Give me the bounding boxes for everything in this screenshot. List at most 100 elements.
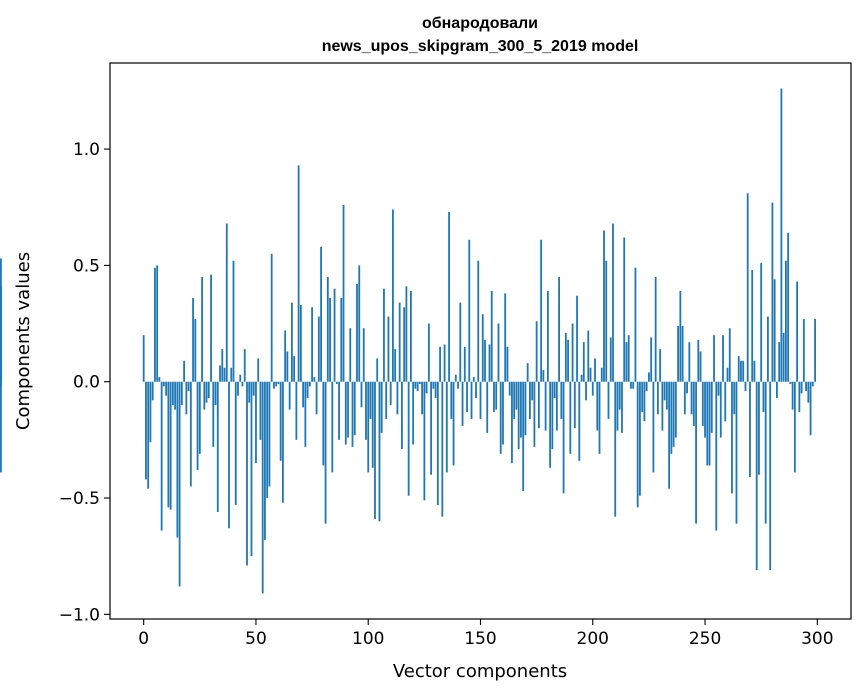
bar: [308, 381, 311, 387]
bar: [805, 381, 807, 392]
bar: [612, 223, 614, 382]
bar: [488, 344, 491, 382]
bar: [317, 316, 320, 382]
bar: [758, 381, 760, 475]
bar: [333, 288, 336, 382]
bar: [192, 297, 194, 382]
bar: [315, 381, 318, 415]
bar: [670, 381, 673, 454]
bar: [219, 365, 221, 382]
bar: [773, 279, 776, 382]
bar: [751, 270, 754, 382]
bar: [742, 360, 745, 382]
bar: [441, 381, 444, 517]
bar: [338, 381, 340, 440]
bar: [228, 381, 230, 529]
bar: [724, 381, 727, 422]
bar: [776, 381, 778, 398]
bar: [246, 381, 248, 566]
bar: [692, 381, 695, 426]
bar: [284, 330, 287, 382]
bar: [515, 381, 518, 410]
bar: [573, 381, 576, 429]
bar: [302, 381, 305, 408]
bar: [290, 302, 293, 382]
bar: [299, 304, 302, 382]
bar: [517, 381, 520, 450]
bar: [270, 253, 273, 382]
bar: [232, 260, 235, 382]
y-tick-label: 1.0: [73, 140, 100, 160]
bar: [513, 381, 516, 419]
bar: [423, 381, 426, 501]
bar: [511, 381, 513, 464]
bar: [331, 381, 334, 473]
bar: [0, 381, 2, 473]
bar: [261, 381, 264, 594]
bar: [614, 381, 617, 517]
bar: [342, 204, 345, 382]
bar: [710, 381, 713, 433]
bar: [304, 381, 307, 447]
bar: [288, 381, 291, 410]
y-axis-ticks: 1.0 0.5 0.0 −0.5 −1.0: [59, 140, 110, 625]
bar: [268, 381, 271, 487]
bar: [784, 260, 787, 382]
x-tick-label: 50: [245, 629, 267, 649]
bar: [183, 360, 185, 382]
x-axis-label: Vector components: [393, 661, 567, 682]
bar: [674, 381, 677, 438]
bar: [273, 381, 275, 389]
bar: [502, 381, 504, 445]
bar: [697, 339, 700, 382]
bar: [194, 318, 197, 382]
bar: [421, 381, 424, 415]
bar: [560, 381, 563, 419]
bar: [683, 381, 686, 415]
bar: [351, 381, 354, 447]
bar: [380, 381, 383, 433]
bar: [371, 381, 374, 468]
bar: [609, 337, 612, 382]
bar: [598, 381, 601, 454]
bar: [520, 381, 522, 438]
bar: [398, 302, 401, 382]
bar: [414, 381, 417, 389]
bar: [719, 381, 722, 438]
bar: [630, 381, 632, 389]
bar: [248, 381, 251, 403]
bar: [654, 277, 657, 382]
bar: [533, 381, 536, 447]
bar: [180, 381, 183, 405]
bar: [418, 381, 421, 385]
bar: [416, 381, 419, 392]
bar: [704, 381, 706, 438]
bar: [540, 239, 543, 382]
bar: [737, 356, 740, 382]
bar: [432, 381, 435, 389]
bar: [349, 328, 352, 382]
bar: [403, 307, 406, 382]
bar: [264, 381, 266, 540]
bar: [196, 381, 199, 471]
bar: [252, 381, 255, 396]
bar: [324, 381, 327, 524]
y-axis-label: Components values: [13, 252, 34, 430]
bar: [340, 297, 343, 382]
bar: [625, 342, 628, 382]
bar: [490, 290, 493, 382]
x-tick-label: 0: [138, 629, 149, 649]
bar: [378, 381, 381, 522]
bar: [461, 381, 464, 426]
bar: [529, 381, 531, 419]
bar: [360, 381, 363, 408]
bar: [753, 360, 756, 382]
bar: [156, 265, 159, 382]
bar: [621, 381, 623, 433]
bar: [392, 209, 394, 382]
bar: [650, 337, 653, 382]
bar: [780, 88, 783, 382]
bar: [427, 323, 430, 382]
bar: [713, 335, 715, 382]
